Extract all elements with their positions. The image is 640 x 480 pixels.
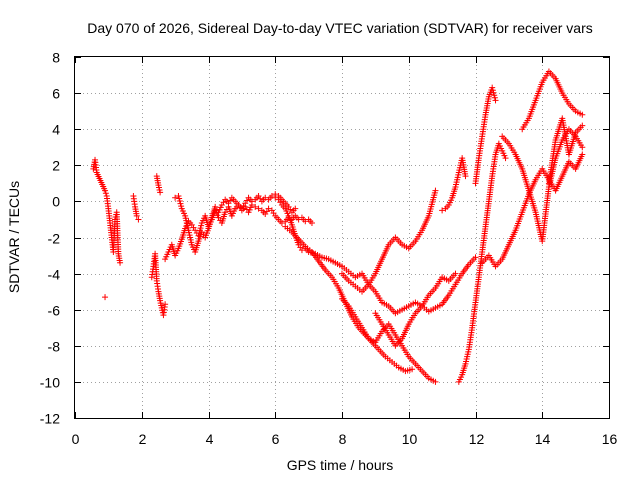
series-track-s [545,115,586,187]
x-tick-label: 16 [602,431,618,447]
series-track-m [439,155,469,214]
data-point [298,247,305,254]
data-point [157,189,164,196]
y-tick-label: 4 [52,122,60,138]
data-point [432,187,439,194]
x-tick-label: 4 [206,431,214,447]
y-tick-label: 6 [52,86,60,102]
series-track-b [102,294,109,301]
data-point [579,151,586,158]
data-point [102,187,109,194]
data-point [197,225,204,232]
data-point [198,222,205,229]
series-track-c [130,192,142,223]
data-point [462,173,469,180]
data-point [162,301,169,308]
series-track-e [153,173,164,196]
x-tick-label: 10 [402,431,418,447]
data-point [502,155,509,162]
y-tick-label: -6 [48,303,61,319]
data-point [409,366,416,373]
axis-ticks [75,57,610,419]
y-tick-label: -2 [48,231,61,247]
x-tick-label: 0 [72,431,80,447]
data-point [489,87,496,94]
data-point [177,200,184,207]
data-point [268,192,275,199]
x-tick-labels: 0 2 4 6 8 10 12 14 16 [72,431,618,447]
series-track-a [90,156,124,266]
data-point [272,194,279,201]
series-track-k [339,187,439,295]
data-point [252,203,259,210]
data-point [248,198,255,205]
data-points [90,68,586,385]
data-point [491,92,498,99]
data-point [302,218,309,225]
data-point [452,270,459,277]
data-point [172,194,179,201]
y-tick-label: -12 [40,411,60,427]
data-point [262,194,269,201]
y-tick-label: 0 [52,194,60,210]
x-tick-label: 12 [469,431,485,447]
data-point [579,111,586,118]
data-point [176,195,183,202]
series-track-r [519,68,586,133]
data-point [490,89,497,96]
series-track-j [339,295,439,385]
data-point [432,378,439,385]
series-track-h [272,194,479,317]
series-track-p [479,151,586,270]
plot-frame [74,56,610,419]
series-track-o [472,84,499,187]
data-point [117,259,124,266]
y-tick-label: -10 [40,375,60,391]
data-point [175,192,182,199]
series-track-l [372,270,459,349]
y-tick-label: 8 [52,50,60,66]
x-tick-label: 8 [339,431,347,447]
data-point [492,97,499,104]
series-track-d [148,250,169,319]
series-track-i [282,223,416,375]
y-tick-labels: -12 -10 -8 -6 -4 -2 0 2 4 6 8 [40,50,60,427]
data-point [176,198,183,205]
y-tick-label: 2 [52,158,60,174]
series-track-n [455,140,509,385]
x-tick-label: 6 [272,431,280,447]
data-point [278,220,285,227]
x-tick-label: 2 [139,431,147,447]
data-point [491,94,498,101]
data-point [308,220,315,227]
data-point [579,122,586,129]
data-point [489,84,496,91]
x-axis-label: GPS time / hours [287,457,394,473]
series-track-g [172,191,299,255]
chart-title: Day 070 of 2026, Sidereal Day-to-day VTE… [87,20,593,36]
data-point [579,144,586,151]
data-point [135,216,142,223]
y-tick-label: -4 [48,267,61,283]
data-point [255,205,262,212]
data-point [102,190,109,197]
data-point [472,254,479,261]
data-point [439,207,446,214]
data-point [178,203,185,210]
data-point [295,216,302,223]
data-point [133,212,140,219]
data-point [292,205,299,212]
data-point [102,294,109,301]
x-tick-label: 14 [535,431,551,447]
y-tick-label: -8 [48,339,61,355]
y-axis-label: SDTVAR / TECUs [6,181,22,293]
data-point [265,205,272,212]
